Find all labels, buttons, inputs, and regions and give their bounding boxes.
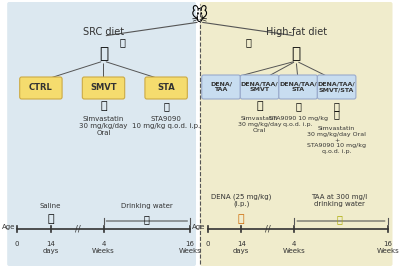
Text: Drinking water: Drinking water — [121, 203, 173, 209]
FancyBboxPatch shape — [279, 75, 317, 99]
Text: 💉: 💉 — [100, 101, 107, 111]
Text: 0: 0 — [205, 241, 210, 247]
Text: 0: 0 — [14, 241, 19, 247]
Text: DENA/
TAA: DENA/ TAA — [210, 82, 232, 92]
Text: Simvastatin
30 mg/kg/day
Oral: Simvastatin 30 mg/kg/day Oral — [238, 116, 281, 133]
Text: CTRL: CTRL — [29, 84, 53, 93]
Text: High-fat diet: High-fat diet — [266, 27, 327, 37]
Text: 14
days: 14 days — [233, 241, 250, 254]
Text: Simvastatin
30 mg/kg/day Oral
+
STA9090 10 mg/kg
q.o.d. i.p.: Simvastatin 30 mg/kg/day Oral + STA9090 … — [307, 126, 366, 154]
Text: STA9090
10 mg/kg q.o.d. i.p.: STA9090 10 mg/kg q.o.d. i.p. — [132, 116, 200, 129]
Text: 💉: 💉 — [256, 101, 263, 111]
Text: //: // — [265, 224, 271, 233]
Text: DENA/TAA/
SMVT/STA: DENA/TAA/ SMVT/STA — [318, 82, 356, 92]
Text: 🍫: 🍫 — [245, 37, 251, 47]
FancyBboxPatch shape — [202, 75, 240, 99]
Text: 🐭: 🐭 — [191, 7, 208, 25]
Text: 💉: 💉 — [334, 101, 340, 111]
Text: 💉: 💉 — [238, 214, 244, 224]
Text: DENA (25 mg/kg)
(i.p.): DENA (25 mg/kg) (i.p.) — [211, 193, 272, 207]
Text: 💉: 💉 — [295, 101, 301, 111]
FancyBboxPatch shape — [7, 2, 196, 266]
Text: 🐀: 🐀 — [292, 47, 301, 61]
Text: //: // — [75, 224, 80, 233]
Text: STA: STA — [157, 84, 175, 93]
Text: 14
days: 14 days — [42, 241, 59, 254]
Text: STA9090 10 mg/kg
q.o.d. i.p.: STA9090 10 mg/kg q.o.d. i.p. — [268, 116, 328, 127]
Text: Age: Age — [2, 224, 15, 230]
Text: 💉: 💉 — [47, 214, 54, 224]
FancyBboxPatch shape — [82, 77, 125, 99]
Text: Saline: Saline — [40, 203, 61, 209]
Text: 💉: 💉 — [163, 101, 169, 111]
Text: 💉: 💉 — [336, 214, 342, 224]
Text: TAA at 300 mg/l
drinking water: TAA at 300 mg/l drinking water — [311, 194, 368, 207]
FancyBboxPatch shape — [145, 77, 187, 99]
Text: SRC diet: SRC diet — [83, 27, 124, 37]
Text: SMVT: SMVT — [90, 84, 117, 93]
Text: DENA/TAA/
STA: DENA/TAA/ STA — [279, 82, 317, 92]
Text: 🍫: 🍫 — [120, 37, 126, 47]
FancyBboxPatch shape — [20, 77, 62, 99]
FancyBboxPatch shape — [317, 75, 356, 99]
Text: 💊: 💊 — [334, 109, 340, 119]
Text: 16
Weeks: 16 Weeks — [376, 241, 399, 254]
Text: 🐀: 🐀 — [99, 47, 108, 61]
Text: 16
Weeks: 16 Weeks — [179, 241, 202, 254]
Text: 4
Weeks: 4 Weeks — [283, 241, 306, 254]
Text: 4
Weeks: 4 Weeks — [92, 241, 115, 254]
Text: 💧: 💧 — [144, 214, 150, 224]
FancyBboxPatch shape — [200, 2, 392, 266]
FancyBboxPatch shape — [240, 75, 279, 99]
Text: DENA/TAA/
SMVT: DENA/TAA/ SMVT — [241, 82, 278, 92]
Text: Simvastatin
30 mg/kg/day
Oral: Simvastatin 30 mg/kg/day Oral — [79, 116, 128, 136]
Text: Age: Age — [192, 224, 206, 230]
